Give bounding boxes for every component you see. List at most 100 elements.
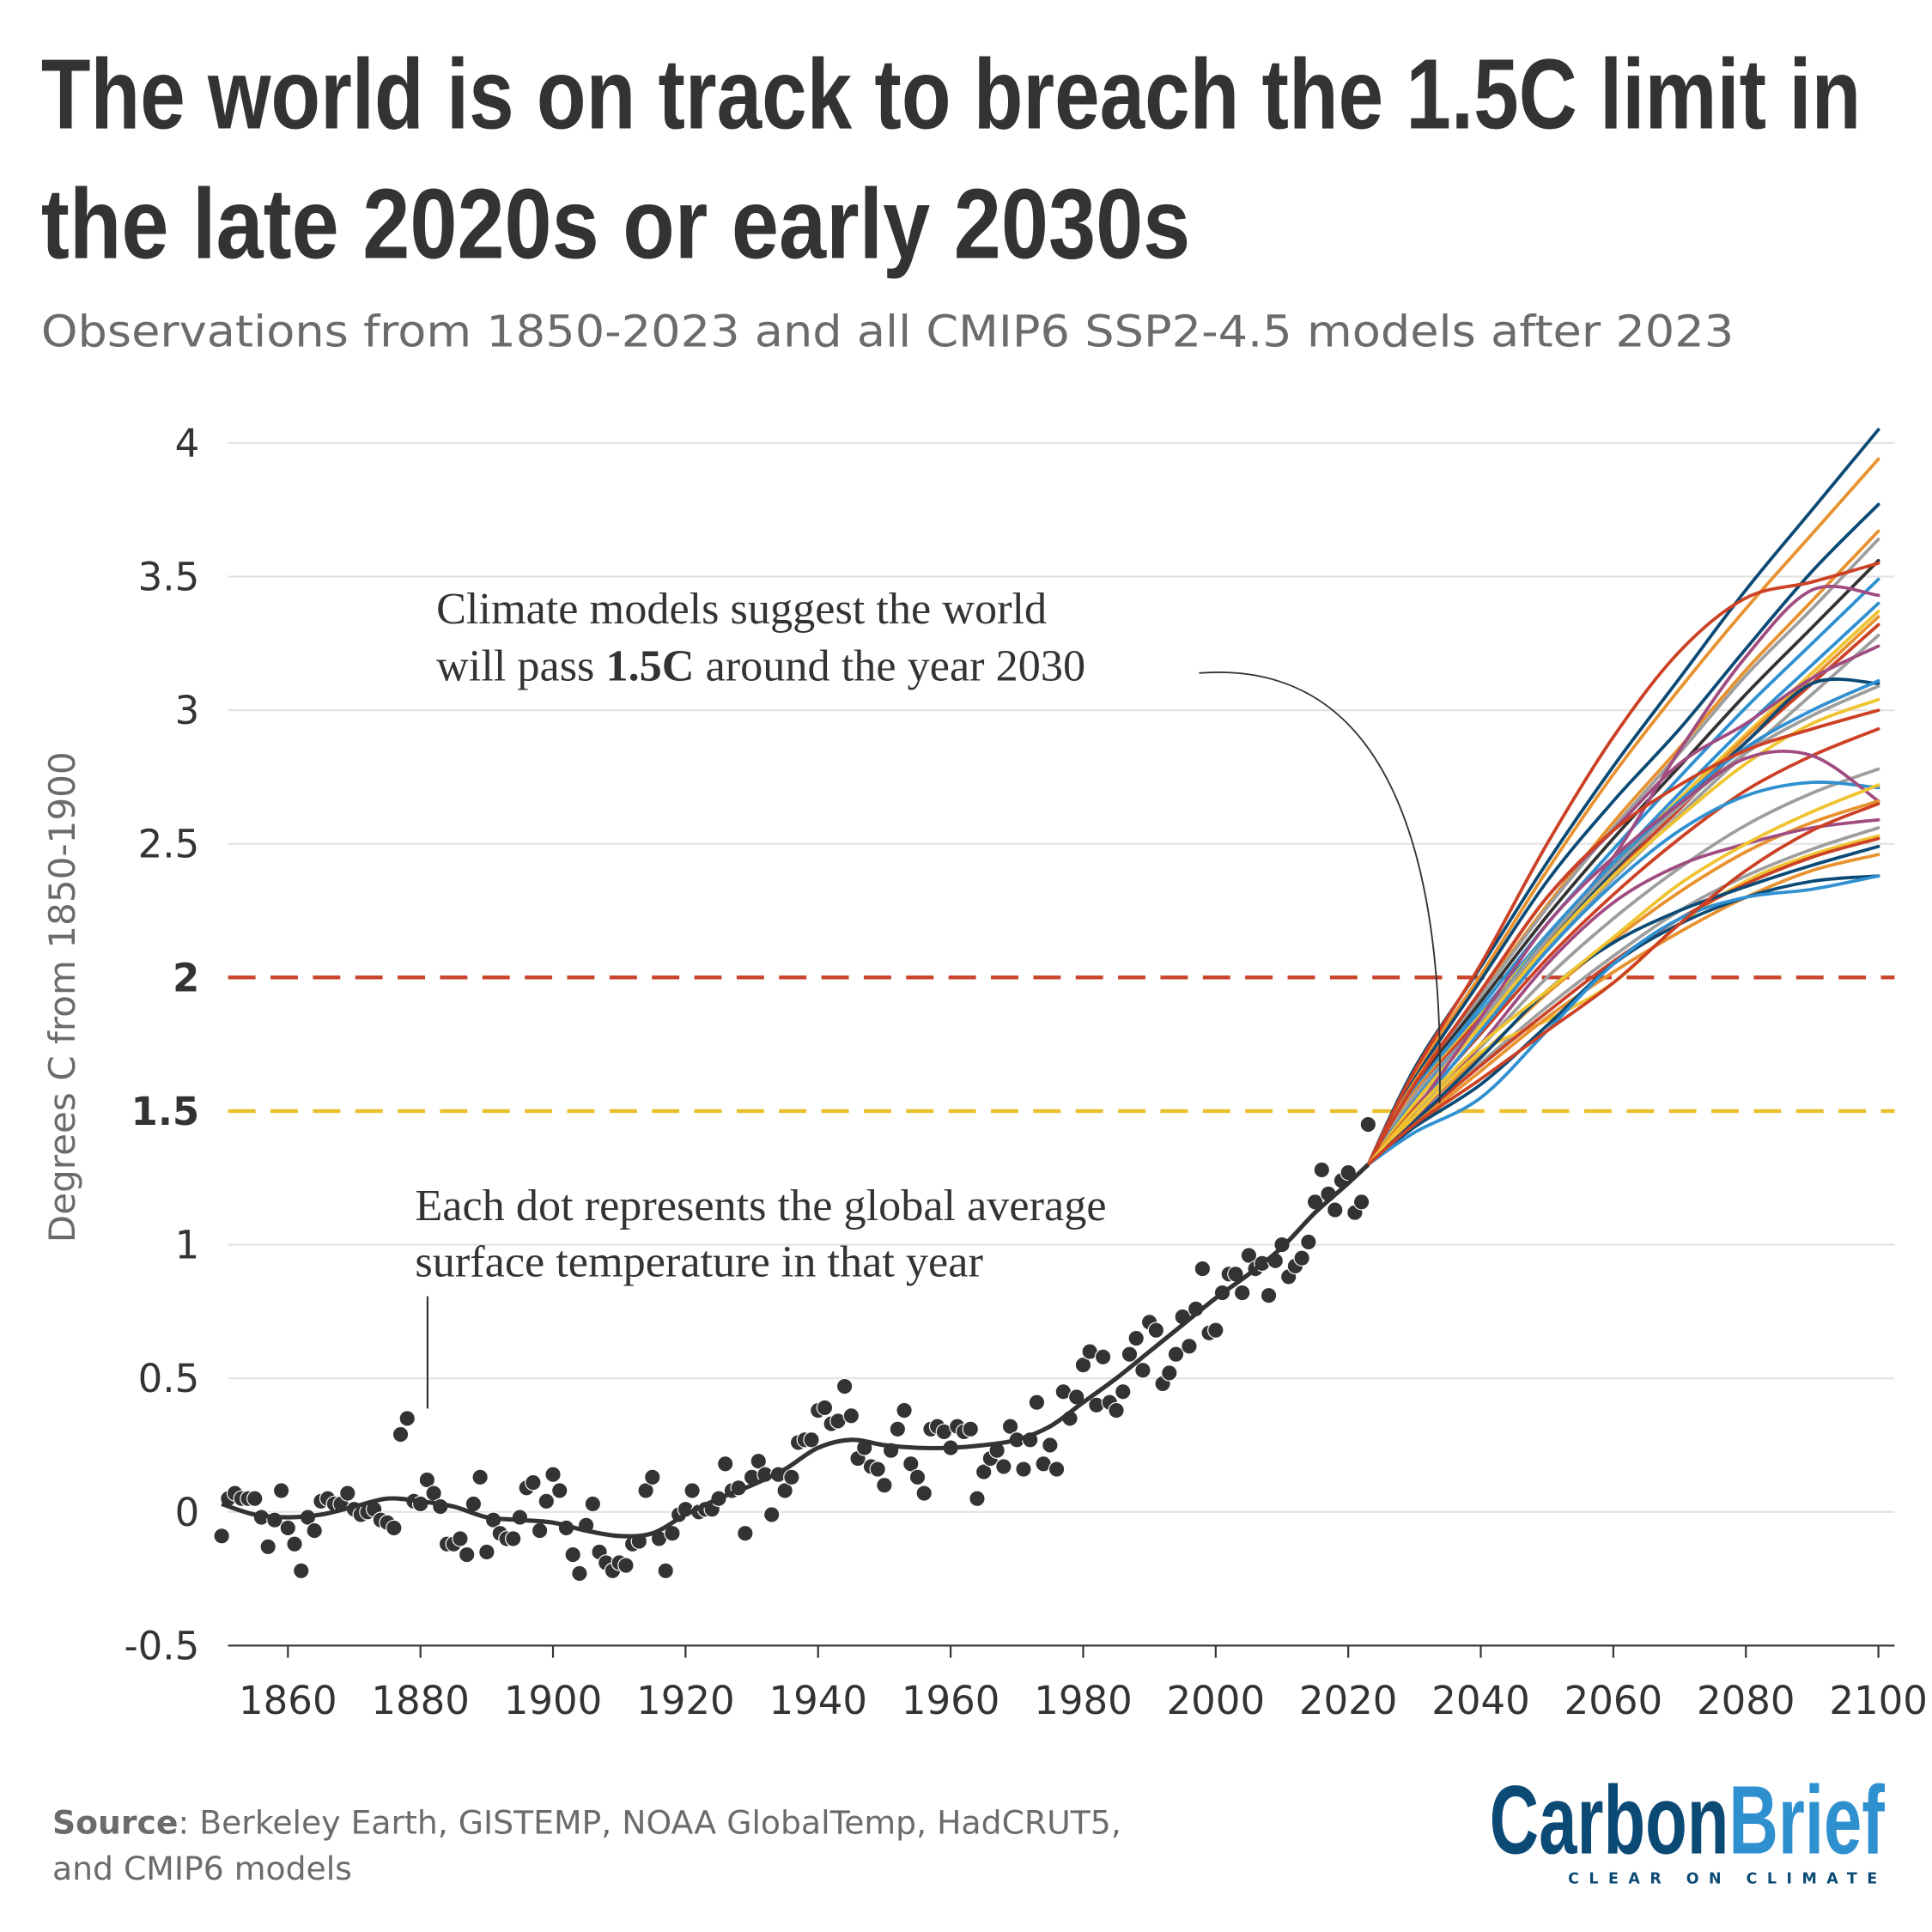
observation-dot <box>511 1509 529 1526</box>
y-tick-label: 1.5 <box>131 1089 200 1134</box>
model-line <box>1366 708 1880 1167</box>
y-tick-label: 3 <box>175 688 200 733</box>
observation-dot <box>1181 1338 1198 1355</box>
dots-annotation-line-2: surface temperature in that year <box>415 1236 982 1286</box>
models-annotation-bold: 1.5C <box>605 641 694 691</box>
observation-dot <box>213 1528 230 1545</box>
x-axis-ticks: 1860 1880 1900 1920 1940 1960 1980 2000 2020 2040… <box>239 1645 1928 1723</box>
observation-dot <box>716 1455 734 1473</box>
model-line <box>1366 826 1880 1167</box>
observation-dot <box>664 1524 681 1542</box>
model-line <box>1366 502 1880 1167</box>
observation-dot <box>869 1461 886 1478</box>
source-label: Source <box>52 1803 179 1841</box>
observation-dot <box>1233 1284 1251 1302</box>
logo-carbon: Carbon <box>1490 1766 1729 1874</box>
observation-dot <box>531 1522 549 1540</box>
observation-dot <box>286 1535 303 1552</box>
x-tick-label: 1940 <box>769 1678 867 1723</box>
observation-dot <box>306 1522 323 1540</box>
observation-dot <box>776 1482 793 1499</box>
y-tick-label: -0.5 <box>124 1623 199 1668</box>
model-line <box>1366 844 1880 1167</box>
observation-dot <box>471 1468 489 1486</box>
observation-dot <box>889 1420 907 1438</box>
y-tick-label: 4 <box>175 421 200 466</box>
x-tick-label: 2060 <box>1564 1678 1663 1723</box>
observation-dot <box>246 1490 264 1507</box>
y-axis-label: Degrees C from 1850-1900 <box>41 751 83 1242</box>
observation-dot <box>683 1482 701 1499</box>
observation-dot <box>458 1546 476 1564</box>
models-annotation-pre: will pass <box>436 641 605 691</box>
observation-dot <box>584 1495 602 1513</box>
observation-dot <box>505 1530 522 1547</box>
y-tick-label: 2 <box>173 955 199 1000</box>
observation-dot <box>816 1399 834 1417</box>
observation-dot <box>279 1519 297 1537</box>
observation-dot <box>1359 1115 1377 1133</box>
observation-dot <box>1028 1394 1046 1411</box>
model-line <box>1366 577 1880 1167</box>
observation-dot <box>1121 1346 1139 1363</box>
x-tick-label: 1980 <box>1034 1678 1133 1723</box>
x-tick-label: 2040 <box>1431 1678 1530 1723</box>
observation-dot <box>544 1466 562 1483</box>
model-line <box>1366 562 1880 1167</box>
observation-dot <box>975 1463 993 1480</box>
model-line <box>1366 457 1880 1167</box>
x-tick-label: 2080 <box>1697 1678 1795 1723</box>
observation-dot <box>1115 1383 1132 1400</box>
y-tick-label: 3.5 <box>138 554 200 599</box>
models-annotation-line-1: Climate models suggest the world <box>436 584 1047 634</box>
observation-dot <box>1134 1362 1151 1379</box>
observation-dot <box>962 1420 979 1438</box>
observation-dot <box>783 1468 800 1486</box>
observation-dot <box>478 1543 495 1561</box>
model-line <box>1366 781 1880 1167</box>
models-annotation-post: around the year 2030 <box>695 641 1086 691</box>
observation-dot <box>293 1562 310 1580</box>
x-tick-label: 1900 <box>504 1678 603 1723</box>
model-line <box>1366 749 1880 1167</box>
x-tick-label: 1880 <box>371 1678 470 1723</box>
observation-dot <box>876 1476 893 1494</box>
title-line-2: the late 2020s or early 2030s <box>41 167 1190 279</box>
logo-brief: Brief <box>1728 1766 1885 1874</box>
y-axis-ticks: 4 3.5 3 2.5 2 1.5 1 0.5 0 -0.5 <box>124 421 199 1669</box>
model-line <box>1366 853 1880 1167</box>
observation-dot <box>644 1468 661 1486</box>
model-series <box>1366 428 1880 1167</box>
observation-dot <box>571 1564 588 1583</box>
observation-dot <box>803 1431 820 1449</box>
observation-dot <box>525 1473 542 1492</box>
dots-annotation-line-1: Each dot represents the global average <box>415 1181 1106 1230</box>
source-text-1: : Berkeley Earth, GISTEMP, NOAA GlobalTe… <box>179 1803 1121 1841</box>
observation-dot <box>1352 1194 1370 1211</box>
reference-lines <box>228 975 1895 1114</box>
x-tick-label: 1920 <box>636 1678 735 1723</box>
observation-dot <box>1207 1321 1224 1339</box>
model-line <box>1366 558 1880 1167</box>
observation-dot <box>1147 1321 1165 1339</box>
observation-dot <box>392 1425 410 1443</box>
observation-dot <box>750 1452 768 1470</box>
title-line-1: The world is on track to breach the 1.5C… <box>41 39 1861 150</box>
source-line-2: and CMIP6 models <box>52 1850 352 1887</box>
observation-dot <box>1127 1329 1145 1347</box>
observation-dot <box>1015 1461 1032 1478</box>
observation-dot <box>637 1482 654 1499</box>
observation-dot <box>1327 1201 1344 1218</box>
model-line <box>1366 802 1880 1167</box>
observation-dot <box>1161 1364 1178 1382</box>
observation-dot <box>657 1562 674 1580</box>
observation-dot <box>1300 1233 1317 1251</box>
observation-dot <box>896 1401 913 1419</box>
observation-dot <box>452 1530 469 1547</box>
models-annotation-line-2: will pass 1.5C around the year 2030 <box>436 641 1085 691</box>
observation-dot <box>1293 1249 1310 1267</box>
observation-dot <box>259 1538 276 1555</box>
x-tick-label: 2000 <box>1167 1678 1266 1723</box>
